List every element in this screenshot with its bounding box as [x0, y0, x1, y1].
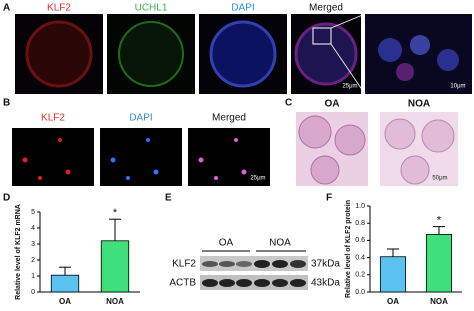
channel-label: KLF2 [47, 3, 71, 14]
blot-row-label: ACTB [169, 278, 196, 289]
bar [100, 240, 130, 293]
y-tick-label: 0.0 [355, 289, 365, 296]
channel-label: KLF2 [41, 113, 65, 124]
x-tick-label: NOA [106, 297, 124, 306]
panel-label: D [3, 193, 10, 204]
channel-label: UCHL1 [135, 3, 168, 14]
x-tick-label: OA [59, 297, 71, 306]
x-tick-label: OA [387, 297, 399, 306]
channel-label: Merged [212, 113, 246, 124]
panel-c-images [296, 112, 458, 186]
panel-label: A [3, 3, 10, 14]
panel-label: F [326, 193, 332, 204]
y-tick-label: 0.6 [355, 237, 365, 244]
group-label: NOA [408, 99, 430, 110]
group-label: OA [325, 99, 340, 110]
y-tick-label: 0.2 [355, 272, 365, 279]
scale-bar-label: 50μm [432, 176, 447, 182]
blot-row-label: KLF2 [172, 259, 196, 270]
channel-label: DAPI [129, 113, 152, 124]
bar [379, 256, 407, 293]
scale-bar-label: 25μm [342, 84, 357, 90]
y-tick-label: 0 [31, 289, 35, 296]
scale-bar-label: 25μm [250, 176, 265, 182]
blot-size-label: 37kDa [311, 259, 340, 270]
western-blot [200, 250, 308, 290]
x-tick-label: NOA [430, 297, 448, 306]
panel-a-images [15, 13, 472, 95]
y-tick-label: 1.0 [355, 203, 365, 210]
channel-label: Merged [309, 3, 343, 14]
y-tick-label: 1 [31, 273, 35, 280]
scale-bar-label: 10μm [450, 84, 465, 90]
y-tick-label: 2 [31, 257, 35, 264]
y-tick-label: 3 [31, 241, 35, 248]
panel-label: E [165, 193, 172, 204]
group-label: NOA [269, 238, 291, 249]
y-tick-label: 0.4 [355, 254, 365, 261]
channel-label: DAPI [231, 3, 254, 14]
y-tick-label: 5 [31, 209, 35, 216]
y-axis-label: Relative level of KLF2 mRNA [15, 204, 22, 300]
blot-size-label: 43kDa [311, 278, 340, 289]
panel-label: C [285, 98, 292, 109]
bar [50, 274, 80, 293]
panel-b-images [12, 128, 270, 186]
y-tick-label: 4 [31, 225, 35, 232]
bar [425, 233, 453, 293]
significance-marker: * [437, 215, 442, 227]
group-label: OA [219, 238, 234, 249]
significance-marker: * [113, 207, 118, 219]
y-axis-label: Relative level of KLF2 protein [345, 200, 352, 298]
y-tick-label: 0.8 [355, 220, 365, 227]
panel-label: B [3, 98, 10, 109]
